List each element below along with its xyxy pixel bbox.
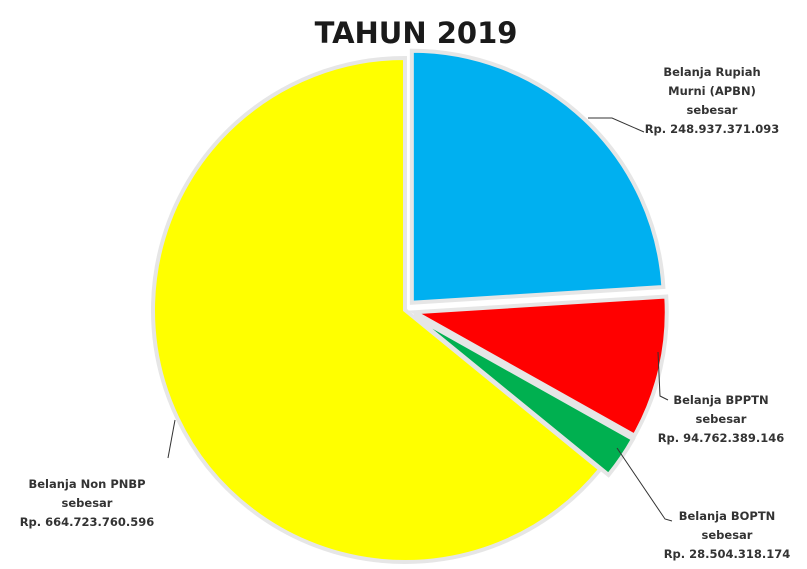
data-label-line: sebesar	[696, 412, 747, 426]
data-label-line: Murni (APBN)	[668, 84, 756, 98]
data-label-line: Belanja BPPTN	[673, 393, 768, 407]
data-label-line: Belanja BOPTN	[679, 509, 776, 523]
data-label-line: sebesar	[702, 528, 753, 542]
data-label-belanja-bpptn: Belanja BPPTN sebesar Rp. 94.762.389.146	[658, 393, 785, 445]
data-label-line: Rp. 28.504.318.174	[664, 547, 791, 561]
pie-slice-belanja-non-pnbp	[151, 55, 604, 564]
data-label-line: sebesar	[62, 496, 113, 510]
data-label-line: Rp. 664.723.760.596	[20, 515, 155, 529]
data-label-line: Belanja Rupiah	[663, 65, 760, 79]
leader-line-belanja-non-pnbp	[167, 419, 176, 459]
data-label-line: Rp. 248.937.371.093	[645, 122, 780, 136]
leader-line-belanja-rupiah-murni-apbn	[588, 117, 645, 133]
data-label-line: Belanja Non PNBP	[28, 477, 145, 491]
leader-line-belanja-bpptn	[657, 351, 669, 401]
data-label-belanja-non-pnbp: Belanja Non PNBP sebesar Rp. 664.723.760.5…	[20, 477, 155, 529]
data-label-belanja-rupiah-murni-apbn: Belanja Rupiah Murni (APBN) sebesar Rp. 248…	[645, 65, 780, 136]
pie-slice-belanja-rupiah-murni-apbn	[409, 48, 666, 305]
leader-line-belanja-boptn	[616, 447, 673, 522]
data-label-line: sebesar	[687, 103, 738, 117]
data-label-belanja-boptn: Belanja BOPTN sebesar Rp. 28.504.318.174	[664, 509, 791, 561]
pie-slice-belanja-boptn	[411, 313, 636, 478]
data-label-line: Rp. 94.762.389.146	[658, 431, 785, 445]
chart-title: TAHUN 2019	[315, 16, 518, 50]
pie-slice-belanja-bpptn	[407, 294, 669, 439]
